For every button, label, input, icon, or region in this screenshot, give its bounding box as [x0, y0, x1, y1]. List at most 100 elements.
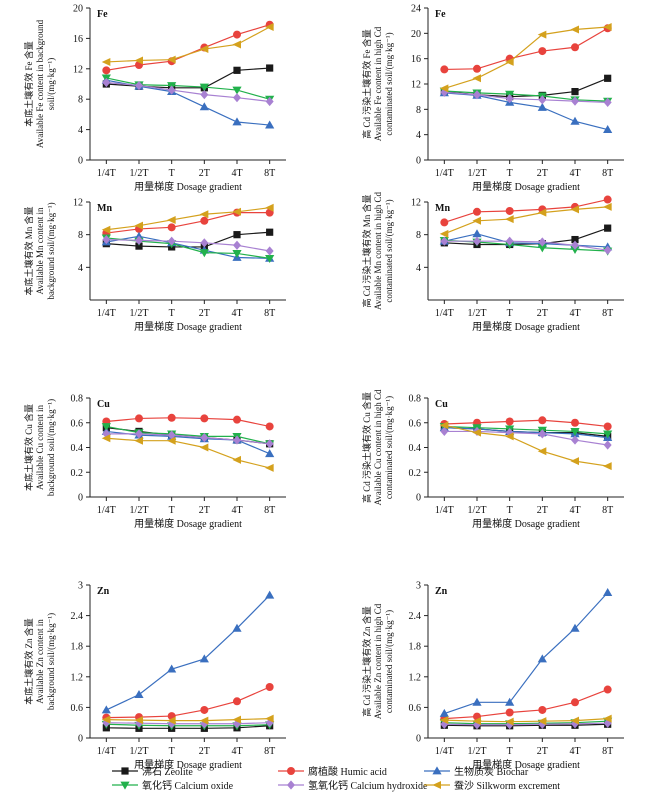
data-point [570, 245, 580, 254]
data-point [233, 240, 241, 250]
y-tick-label: 4 [78, 125, 83, 136]
data-point [233, 435, 241, 445]
y-tick-label: 16 [411, 54, 421, 65]
data-point [200, 414, 209, 423]
data-point [134, 221, 143, 230]
data-point [603, 462, 612, 471]
data-point [232, 40, 241, 49]
legend-label: 蚕沙 Silkworm excrement [454, 780, 560, 792]
data-point [102, 66, 111, 75]
data-point [233, 697, 241, 706]
series-line [444, 227, 608, 246]
data-point [265, 463, 274, 472]
y-tick-label: 0.8 [409, 394, 422, 405]
data-point [167, 55, 176, 64]
x-tick-label: 2T [199, 168, 210, 179]
data-point [603, 422, 612, 431]
data-point [199, 102, 209, 111]
y-axis-label: Available Zn content in [35, 619, 45, 704]
data-point [571, 240, 579, 250]
y-axis-label: Available Mn content in [35, 207, 45, 295]
data-point [537, 244, 547, 253]
data-point [570, 457, 579, 466]
y-tick-label: 0.6 [71, 418, 84, 429]
y-axis-label: Available Cu content in high Cd [373, 389, 383, 506]
data-point [167, 215, 176, 224]
y-axis-label: background soil/(mg·kg⁻¹) [46, 399, 56, 496]
data-point [570, 25, 579, 34]
y-axis-label: Available Zn content in high Cd [373, 603, 383, 719]
data-point [135, 429, 143, 439]
chart-panel-mn-background: Mn 4 8 12 1/4T 1/2T T 2T 4T 8T 用量梯度 Dosage gradien… [23, 198, 286, 333]
data-point [505, 708, 514, 717]
data-point [265, 23, 274, 31]
data-point [570, 428, 580, 437]
y-tick-label: 0.6 [409, 703, 422, 714]
x-tick-label: 1/2T [130, 746, 149, 757]
x-tick-label: 1/4T [435, 168, 454, 179]
data-point [265, 422, 274, 431]
series-line [444, 424, 608, 467]
y-axis-label: 本底土壤有效 Fe 含量 [23, 41, 34, 127]
x-tick-label: 1/4T [435, 746, 454, 757]
legend-label: 沸石 Zeolite [142, 765, 193, 778]
y-axis-label: 高 Cd 污染土壤有效 Fe 含量 [361, 29, 372, 139]
data-point [232, 455, 241, 464]
data-point [102, 77, 111, 88]
series-line [444, 240, 608, 251]
panel-label: Mn [435, 203, 450, 214]
y-tick-label: 0.4 [409, 443, 422, 454]
y-axis-label: 本底土壤有效 Cu 含量 [23, 404, 34, 491]
x-tick-label: 1/2T [130, 168, 149, 179]
y-axis-label: 本底土壤有效 Mn 含量 [23, 206, 34, 295]
data-point [603, 718, 612, 728]
x-tick-label: 2T [537, 308, 548, 319]
legend-marker [432, 781, 441, 789]
y-tick-label: 1.8 [71, 642, 84, 653]
chart-panel-zn-background: Zn 0 0.6 1.2 1.8 2.4 3 1/4T 1/2T T 2T 4T 8T 用量梯度 Dosa… [23, 581, 286, 771]
data-point [232, 117, 242, 126]
x-tick-label: 4T [569, 308, 580, 319]
series-line [106, 67, 270, 89]
data-point [571, 43, 579, 52]
series-line [444, 427, 608, 439]
panel-label: Fe [97, 9, 108, 20]
y-tick-label: 8 [416, 105, 421, 116]
legend-label: 腐植酸 Humic acid [308, 765, 387, 778]
y-tick-label: 1.2 [71, 672, 84, 683]
data-point [571, 418, 579, 427]
data-point [603, 97, 612, 107]
y-tick-label: 0 [416, 493, 421, 504]
series-line [444, 723, 608, 727]
y-axis-label: Available Cu content in [35, 404, 45, 490]
x-tick-label: T [507, 168, 513, 179]
data-point [200, 705, 209, 714]
data-point [134, 56, 143, 65]
x-tick-label: 1/4T [435, 505, 454, 516]
series-line [106, 81, 270, 103]
data-point [134, 436, 143, 445]
data-point [134, 231, 144, 240]
data-point [603, 430, 613, 439]
legend-label: 氢氧化钙 Calcium hydroxide [308, 779, 428, 792]
data-point [537, 102, 547, 111]
x-tick-label: T [507, 505, 513, 516]
data-point [505, 417, 514, 426]
y-axis-label: 高 Cd 污染土壤有效 Mn 含量 [361, 194, 372, 307]
data-point [505, 717, 514, 726]
data-point [101, 423, 111, 432]
series-line [106, 238, 270, 252]
y-tick-label: 0 [416, 156, 421, 167]
series-line [444, 27, 608, 71]
data-point [265, 254, 275, 263]
legend-label: 生物质炭 Biochar [454, 765, 529, 778]
y-axis-label: contaminated soil/(mg·kg⁻¹) [384, 396, 394, 499]
y-tick-label: 24 [411, 4, 421, 15]
x-tick-label: 4T [231, 746, 242, 757]
data-point [505, 428, 514, 438]
data-point [200, 238, 209, 248]
x-tick-label: 8T [602, 505, 613, 516]
data-point [472, 717, 481, 726]
x-axis-label: 用量梯度 Dosage gradient [472, 320, 580, 333]
data-point [604, 74, 612, 82]
